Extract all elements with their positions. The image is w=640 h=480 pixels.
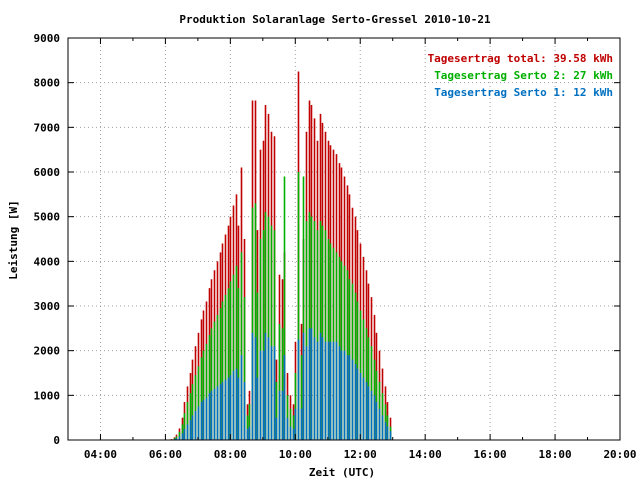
x-tick-label: 04:00	[84, 448, 117, 461]
legend: Tagesertrag total: 39.58 kWh Tagesertrag …	[428, 52, 613, 99]
x-tick-label: 08:00	[214, 448, 247, 461]
chart-title: Produktion Solaranlage Serto-Gressel 201…	[179, 13, 491, 26]
y-tick-label: 8000	[34, 77, 61, 90]
bars-layer	[170, 71, 392, 440]
x-tick-label: 14:00	[409, 448, 442, 461]
plot-frame	[67, 37, 621, 441]
y-tick-label: 6000	[34, 166, 61, 179]
x-tick-label: 18:00	[538, 448, 571, 461]
y-tick-label: 2000	[34, 345, 61, 358]
x-tick-label: 06:00	[149, 448, 182, 461]
y-tick-label: 7000	[34, 121, 61, 134]
legend-entry: Tagesertrag Serto 1: 12 kWh	[434, 86, 613, 99]
x-tick-label: 16:00	[474, 448, 507, 461]
x-tick-label: 12:00	[344, 448, 377, 461]
y-tick-label: 5000	[34, 211, 61, 224]
y-tick-label: 0	[53, 434, 60, 447]
ticks-layer: 0 1000 2000 3000 4000 5000 6000 7000 8000 9000 04:…	[34, 32, 637, 461]
y-tick-label: 3000	[34, 300, 61, 313]
y-tick-label: 4000	[34, 255, 61, 268]
y-tick-label: 1000	[34, 389, 61, 402]
legend-entry: Tagesertrag Serto 2: 27 kWh	[434, 69, 613, 82]
y-tick-label: 9000	[34, 32, 61, 45]
x-tick-label: 10:00	[279, 448, 312, 461]
x-tick-label: 20:00	[603, 448, 636, 461]
legend-entry: Tagesertrag total: 39.58 kWh	[428, 52, 613, 65]
y-axis-label: Leistung [W]	[7, 200, 20, 279]
x-axis-label: Zeit (UTC)	[309, 466, 375, 479]
